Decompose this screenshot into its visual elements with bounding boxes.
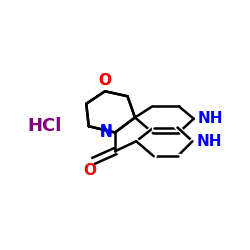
Text: HCl: HCl: [28, 117, 62, 135]
Text: N: N: [99, 124, 112, 139]
Text: NH: NH: [198, 111, 223, 126]
Text: O: O: [98, 73, 112, 88]
Text: NH: NH: [196, 134, 222, 149]
Text: O: O: [84, 163, 96, 178]
Text: N: N: [100, 125, 112, 140]
Text: O: O: [98, 73, 112, 88]
